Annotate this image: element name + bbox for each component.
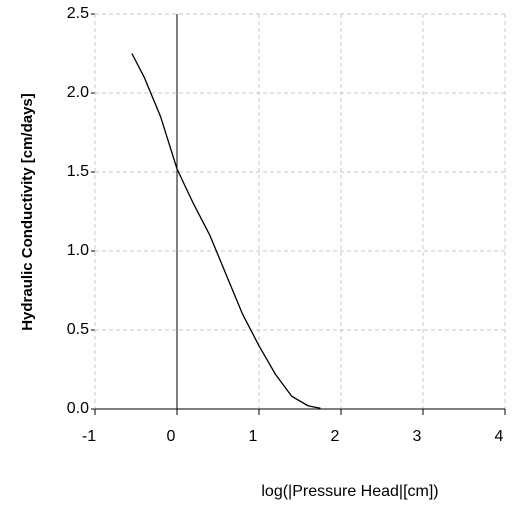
data-line — [131, 53, 321, 409]
y-axis-label: Hydraulic Conductivity [cm/days] — [19, 93, 36, 331]
y-tick-label: 2.5 — [67, 5, 89, 22]
x-tick-label: 4 — [495, 428, 504, 445]
x-tick-label: 0 — [167, 428, 176, 445]
y-tick-label: 2.0 — [67, 84, 89, 101]
x-axis-label: log(|Pressure Head|[cm]) — [261, 483, 438, 500]
x-tick-label: 1 — [249, 428, 258, 445]
y-tick-label: 1.0 — [67, 242, 89, 259]
x-tick-label: 2 — [331, 428, 340, 445]
y-tick-label: 1.5 — [67, 163, 89, 180]
x-tick-label: -1 — [82, 428, 96, 445]
y-tick-label: 0.5 — [67, 321, 89, 338]
x-tick-label: 3 — [413, 428, 422, 445]
y-tick-label: 0.0 — [67, 400, 89, 417]
